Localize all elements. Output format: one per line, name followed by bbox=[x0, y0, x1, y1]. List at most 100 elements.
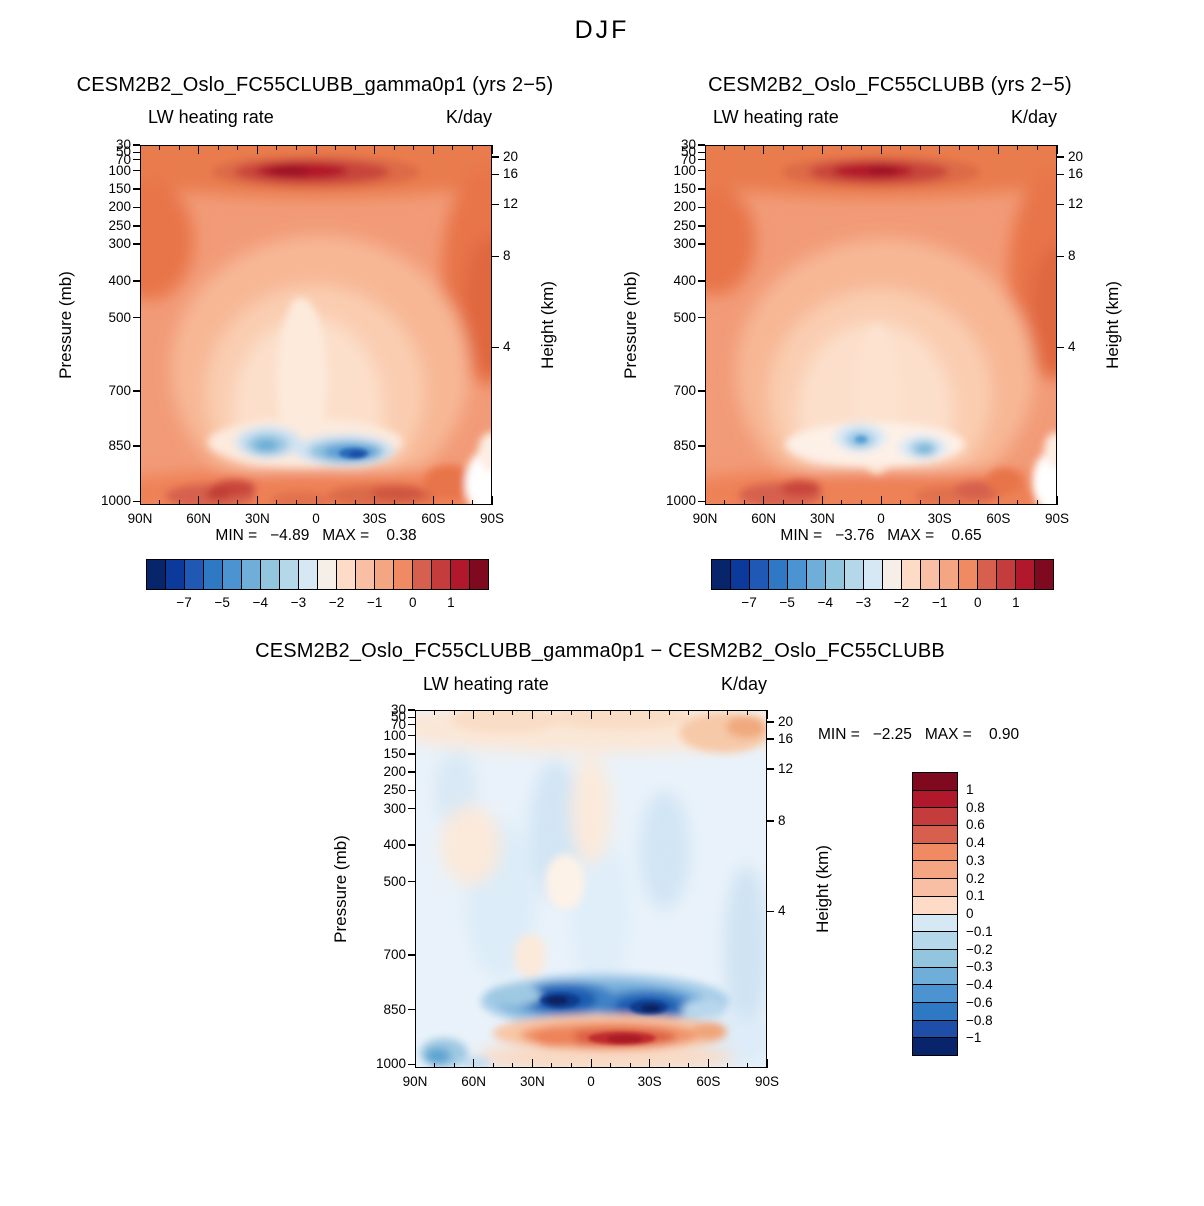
lat-tick-label: 30N bbox=[244, 511, 270, 526]
colorbar-segment bbox=[280, 560, 299, 589]
pressure-tick-label: 850 bbox=[673, 438, 696, 454]
height-axis-title: Height (km) bbox=[538, 281, 557, 369]
top-axis-tick bbox=[434, 710, 436, 715]
colorbar-label: −4 bbox=[817, 595, 834, 610]
top-axis-tick bbox=[766, 710, 768, 719]
top-axis-tick bbox=[707, 710, 709, 719]
top-axis-tick bbox=[997, 145, 999, 154]
height-tick-label: 16 bbox=[503, 166, 519, 182]
height-tick-label: 16 bbox=[778, 731, 794, 747]
top-axis-tick bbox=[860, 145, 862, 150]
colorbar-left: −7 −5 −4 −3 −2 −1 0 1 bbox=[146, 559, 489, 619]
plot-area-diff bbox=[415, 710, 767, 1068]
colorbar-label: 0.2 bbox=[966, 870, 985, 886]
colorbar-segment bbox=[913, 1020, 957, 1039]
colorbar-label: −0.4 bbox=[966, 977, 993, 992]
bottom-axis-tick bbox=[295, 500, 297, 505]
colorbar-segment bbox=[913, 1038, 957, 1055]
top-axis-tick bbox=[590, 710, 592, 719]
pressure-tick bbox=[133, 500, 140, 503]
height-tick bbox=[492, 156, 499, 158]
top-axis-tick bbox=[473, 710, 475, 719]
pressure-tick-label: 250 bbox=[383, 782, 406, 798]
lat-tick-label: 30N bbox=[519, 1074, 545, 1089]
pressure-tick bbox=[133, 316, 140, 319]
pressure-tick bbox=[698, 206, 705, 209]
colorbar-label: 0.3 bbox=[966, 852, 985, 868]
bottom-axis-tick bbox=[704, 496, 706, 505]
bottom-axis-tick bbox=[434, 1063, 436, 1068]
colorbar-segment bbox=[242, 560, 261, 589]
panel-left-subtitle: LW heating rate bbox=[148, 107, 274, 127]
colorbar-segment bbox=[807, 560, 826, 589]
height-tick-label: 8 bbox=[778, 812, 786, 828]
bottom-axis-tick bbox=[256, 496, 258, 505]
pressure-tick bbox=[133, 390, 140, 392]
pressure-axis-title: Pressure (mb) bbox=[56, 271, 75, 379]
panel-right-units-label: K/day bbox=[1010, 107, 1057, 127]
pressure-tick bbox=[408, 789, 415, 792]
contour-field-diff bbox=[416, 711, 766, 1067]
colorbar-segment bbox=[375, 560, 394, 589]
panel-diff: Pressure (mb) Height (km) MIN = −2.25 MA… bbox=[331, 703, 1019, 1089]
height-tick bbox=[492, 203, 499, 205]
top-axis-tick bbox=[782, 145, 784, 150]
pressure-tick-label: 200 bbox=[383, 764, 406, 780]
pressure-tick bbox=[698, 158, 705, 161]
panel-left-units-label: K/day bbox=[445, 107, 492, 127]
pressure-tick-label: 300 bbox=[383, 800, 406, 816]
top-axis-tick bbox=[414, 710, 416, 719]
pressure-tick-label: 300 bbox=[108, 236, 131, 252]
bottom-axis-tick bbox=[610, 1063, 612, 1068]
bottom-axis-tick bbox=[649, 1059, 651, 1068]
bottom-axis-tick bbox=[491, 496, 493, 505]
colorbar-bar bbox=[146, 559, 489, 590]
height-tick bbox=[492, 346, 499, 349]
pressure-tick bbox=[698, 151, 705, 154]
colorbar-segment bbox=[432, 560, 451, 589]
top-axis-tick bbox=[763, 145, 765, 154]
colorbar-segment bbox=[204, 560, 223, 589]
bottom-axis-tick bbox=[139, 496, 141, 505]
colorbar-label: −2 bbox=[893, 595, 910, 610]
pressure-tick-label: 200 bbox=[673, 199, 696, 215]
bottom-axis-tick bbox=[159, 500, 161, 505]
bottom-axis-tick bbox=[939, 496, 941, 505]
colorbar-segment bbox=[940, 560, 959, 589]
colorbar-segment bbox=[337, 560, 356, 589]
colorbar-bar bbox=[912, 772, 958, 1056]
colorbar-label: −0.3 bbox=[966, 959, 993, 975]
pressure-tick bbox=[408, 1008, 415, 1011]
bottom-axis-tick bbox=[629, 1063, 631, 1068]
lat-tick-label: 30S bbox=[927, 511, 952, 526]
bottom-axis-tick bbox=[413, 500, 415, 505]
bottom-axis-tick bbox=[178, 500, 180, 505]
bottom-axis-tick bbox=[919, 500, 921, 505]
pressure-tick bbox=[698, 390, 705, 392]
height-axis-title: Height (km) bbox=[1103, 281, 1122, 369]
colorbar-segment bbox=[913, 914, 957, 933]
pressure-tick bbox=[408, 753, 415, 755]
colorbar-segment bbox=[864, 560, 883, 589]
bottom-axis-tick bbox=[492, 1063, 494, 1068]
pressure-tick bbox=[133, 280, 140, 282]
pressure-tick-label: 100 bbox=[383, 727, 406, 743]
colorbar-label: −0.2 bbox=[966, 941, 993, 957]
pressure-tick-label: 100 bbox=[108, 162, 131, 178]
lat-tick-label: 60N bbox=[461, 1074, 487, 1089]
lat-tick-label: 60S bbox=[696, 1074, 721, 1089]
top-axis-tick bbox=[841, 145, 843, 150]
contour-field-right bbox=[706, 146, 1056, 504]
height-tick bbox=[492, 255, 499, 258]
height-tick-label: 8 bbox=[503, 248, 511, 264]
minmax-left: MIN = −4.89 MAX = 0.38 bbox=[215, 527, 417, 544]
colorbar-segment bbox=[223, 560, 242, 589]
pressure-tick bbox=[698, 188, 705, 190]
pressure-tick-label: 50 bbox=[115, 144, 131, 160]
colorbar-segment bbox=[913, 985, 957, 1003]
minmax-diff: MIN = −2.25 MAX = 0.90 bbox=[818, 726, 1020, 743]
panel-right-subtitle: LW heating rate bbox=[713, 107, 839, 127]
colorbar-segment bbox=[750, 560, 769, 589]
bottom-axis-tick bbox=[707, 1059, 709, 1068]
top-axis-tick bbox=[551, 710, 553, 715]
